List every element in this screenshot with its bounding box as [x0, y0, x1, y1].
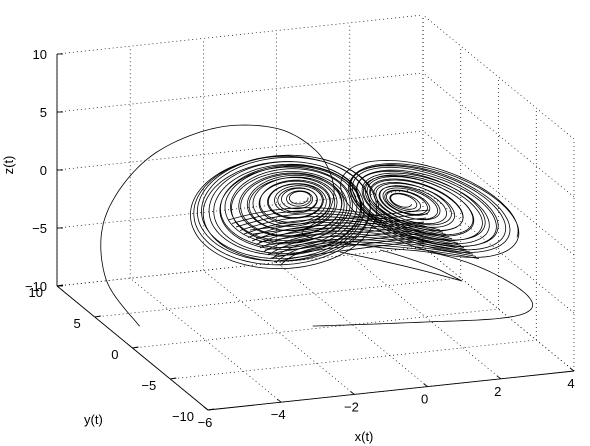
- grid-line: [170, 339, 537, 380]
- grid-line: [349, 254, 502, 380]
- y-tick-mark: [207, 408, 215, 411]
- x-tick-label: −6: [198, 415, 213, 430]
- z-tick-label: −5: [32, 221, 47, 236]
- trajectory-lower-strand: [261, 225, 423, 247]
- z-tick-label: 0: [40, 163, 47, 178]
- y-axis-label: y(t): [84, 412, 103, 427]
- grid-line: [94, 277, 461, 318]
- x-tick-label: 4: [567, 376, 574, 391]
- trajectory-lower-strand: [258, 221, 425, 243]
- x-tick-mark: [569, 367, 575, 372]
- x-tick-label: 2: [494, 384, 501, 399]
- grid-line: [422, 14, 575, 140]
- grid-line: [56, 130, 424, 171]
- trajectory-right-lobe: [340, 160, 520, 258]
- trajectory-connector: [267, 236, 471, 256]
- x-tick-label: −2: [344, 399, 359, 414]
- grid-line: [422, 246, 575, 372]
- x-tick-mark: [276, 398, 282, 403]
- axes-box: [56, 53, 575, 411]
- trajectory-tail: [339, 249, 463, 282]
- trajectory-connector: [263, 233, 468, 252]
- x-tick-label: −4: [271, 407, 286, 422]
- grid-line: [422, 188, 575, 314]
- z-tick-label: −10: [25, 279, 47, 294]
- x-axis-label: x(t): [355, 429, 374, 444]
- trajectory-lower-strand: [249, 209, 431, 231]
- grid-line: [56, 188, 424, 229]
- y-tick-label: 5: [74, 316, 81, 331]
- grid-line: [129, 277, 282, 403]
- trajectory-connector: [235, 213, 447, 235]
- x-tick-mark: [423, 383, 428, 387]
- y-tick-label: −10: [172, 409, 194, 424]
- grid-line: [422, 130, 575, 256]
- trajectory-connector: [251, 224, 459, 244]
- trajectory-lower-strand: [255, 217, 427, 239]
- grid-line: [132, 308, 499, 349]
- grid-line: [203, 270, 355, 395]
- x-tick-mark: [496, 375, 502, 380]
- grid-line: [276, 262, 428, 387]
- grid-line: [56, 246, 424, 287]
- y-tick-label: 0: [111, 347, 118, 362]
- trajectory-lower-strand: [264, 229, 421, 251]
- x-axis-line: [207, 370, 575, 411]
- trajectory-series: [100, 124, 534, 327]
- grid-line: [56, 72, 424, 113]
- trajectory-connector: [279, 244, 480, 266]
- trajectory-connector: [227, 207, 441, 231]
- z-tick-label: 10: [33, 47, 47, 62]
- x-tick-mark: [203, 406, 209, 411]
- y-tick-label: −5: [141, 378, 156, 393]
- grid-line: [56, 14, 424, 55]
- trajectory-lower-strand: [252, 213, 429, 235]
- trajectory-lower-strand: [273, 241, 415, 263]
- grid-line: [422, 72, 575, 198]
- y-tick-mark: [94, 315, 101, 318]
- trajectory-connector: [239, 216, 450, 237]
- trajectory-lower-strand: [267, 233, 419, 255]
- x-tick-mark: [350, 391, 355, 395]
- y-tick-mark: [170, 377, 177, 380]
- x-tick-label: 0: [421, 392, 428, 407]
- y-tick-mark: [132, 346, 139, 349]
- trajectory-connector: [259, 230, 465, 249]
- trajectory-lower-strand: [270, 237, 417, 259]
- trajectory-connector: [247, 221, 456, 242]
- y-tick-label: 10: [29, 285, 43, 300]
- trajectory-connector: [231, 210, 444, 233]
- z-axis-label: z(t): [1, 156, 16, 175]
- z-tick-label: 5: [40, 105, 47, 120]
